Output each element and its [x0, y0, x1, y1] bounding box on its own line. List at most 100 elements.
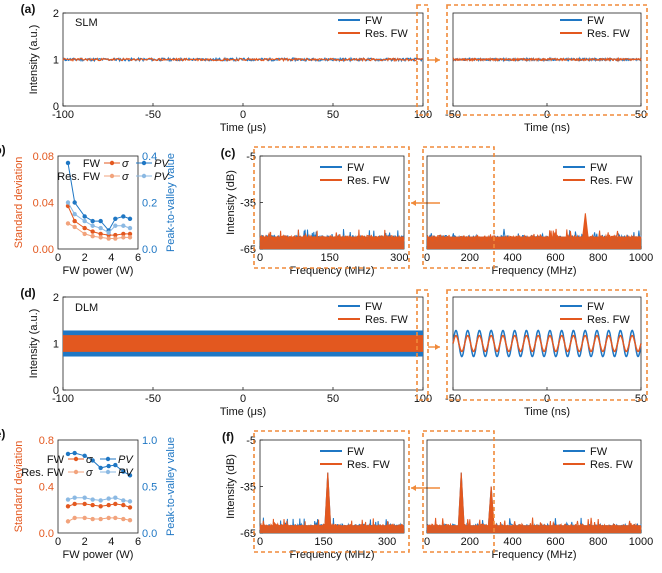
e-point [127, 499, 133, 504]
b-legend-sigma-res-marker [109, 173, 115, 179]
c-zoom-arrow-head [411, 200, 416, 206]
a_left-ytick-label: 2 [53, 8, 59, 20]
f_right-xtick-label: 800 [589, 536, 607, 548]
e-point [65, 519, 71, 524]
e-axes-box [57, 439, 139, 534]
e-legend-pv-fw-label: PV [118, 454, 134, 466]
c-right-frame [422, 146, 495, 269]
e-point [90, 516, 95, 522]
b-legend-sigma-fw-label: σ [122, 158, 129, 170]
c_left-ytick-label: -35 [240, 198, 256, 210]
e-point [127, 518, 133, 523]
f_right-xtick-label: 200 [461, 536, 479, 548]
b-xtick-label: 6 [135, 252, 141, 264]
b-point [72, 211, 77, 217]
b-legend-pv-res-label: PV [154, 171, 170, 183]
f_right-xtick-label: 600 [546, 536, 564, 548]
e-point [65, 504, 71, 509]
panel-label-d: (d) [20, 286, 35, 300]
b-legend-pv-fw-marker [141, 160, 147, 166]
b-point [113, 236, 118, 241]
e-legend-res: Res. FW [21, 467, 64, 479]
a-zoom-arrow-head [435, 57, 440, 63]
d_left-ytick-label: 0 [53, 385, 59, 397]
a-right-legend-res-label: Res. FW [587, 28, 630, 40]
c_left-floor-res-fw [260, 236, 404, 249]
f_left-floor-res-fw [260, 525, 404, 533]
c_right-xlabel: Frequency (MHz) [492, 265, 577, 277]
e-legend-pv-res-label: PV [118, 467, 134, 479]
e-point [121, 498, 126, 503]
a_left-ytick-label: 1 [53, 55, 59, 67]
c_right-peak [581, 213, 589, 241]
b-point [98, 218, 103, 224]
b-point [127, 225, 133, 231]
b-y2tick-label: 0.4 [142, 151, 157, 163]
e-point [106, 515, 111, 521]
d_right-xlabel: Time (ns) [524, 406, 570, 418]
f_right-peak [457, 472, 465, 529]
e-legend-pv-fw-marker [105, 456, 111, 462]
a_left-ytick-label: 0 [53, 101, 59, 113]
f_left-xlabel: Frequency (MHz) [290, 549, 375, 561]
b-legend-pv-fw-label: PV [154, 158, 170, 170]
c_left-xtick-label: 0 [257, 252, 263, 264]
b-point [113, 232, 118, 238]
d_left-xtick-label: 100 [414, 393, 432, 405]
d_left-xtick-label: -100 [52, 393, 74, 405]
b-point [106, 236, 111, 241]
b-point [121, 235, 126, 240]
b-point [65, 200, 71, 205]
d-right-frame [446, 289, 648, 401]
b-axes-box [57, 155, 139, 250]
a-right-legend-fw-label: FW [587, 15, 605, 27]
f_left-xtick-label: 150 [314, 536, 332, 548]
c_left-xlabel: Frequency (MHz) [290, 265, 375, 277]
a_left-xtick-label: -100 [52, 109, 74, 121]
e-xlabel: FW power (W) [63, 549, 134, 561]
e-point [121, 469, 126, 474]
b-legend-fw: FW [83, 158, 101, 170]
d_left-xtick-label: 0 [240, 393, 246, 405]
f-zoom-arrow-head [411, 485, 416, 491]
d_right-series-res-fw [452, 334, 642, 353]
e-ytick-label: 0.8 [39, 435, 54, 447]
c_left-xtick-label: 150 [320, 252, 338, 264]
f_left-ylabel: Intensity (dB) [225, 454, 237, 519]
a_left-ylabel: Intensity (a.u.) [28, 25, 40, 95]
e-point [72, 495, 77, 500]
d-zoom-frame [416, 289, 429, 401]
c_right-xtick-label: 200 [461, 252, 479, 264]
b-point [121, 223, 126, 228]
e-ylabel: Standard deviation [13, 441, 25, 533]
e-point [82, 495, 87, 500]
b-ylabel: Standard deviation [13, 157, 25, 249]
b-legend-pv-res-marker [141, 173, 147, 179]
f-left-legend-res-label: Res. FW [347, 459, 390, 471]
f_left-ytick-label: -5 [246, 435, 256, 447]
b-point [82, 218, 87, 224]
e-point [106, 502, 111, 508]
b-y2tick-label: 0.2 [142, 198, 157, 210]
b-ytick-label: 0.04 [33, 198, 54, 210]
e-point [113, 501, 118, 507]
e-point [90, 502, 95, 508]
a-zoom-frame [416, 4, 429, 116]
e-point [98, 516, 103, 522]
a_left-series-res-fw [62, 57, 424, 63]
c-left-legend-res-label: Res. FW [347, 175, 390, 187]
c_right-xtick-label: 400 [503, 252, 521, 264]
e-point [113, 495, 118, 500]
e-point [98, 498, 103, 503]
b-point [72, 218, 77, 224]
b-xtick-label: 2 [82, 252, 88, 264]
e-point [82, 501, 87, 507]
b-point [113, 216, 118, 221]
d_right-xtick-label: 50 [635, 393, 647, 405]
b-point [127, 235, 133, 240]
f_left-xtick-label: 300 [378, 536, 396, 548]
a-left-legend-fw-label: FW [365, 15, 383, 27]
e-point [65, 497, 71, 502]
f_left-axes-box [259, 439, 405, 534]
